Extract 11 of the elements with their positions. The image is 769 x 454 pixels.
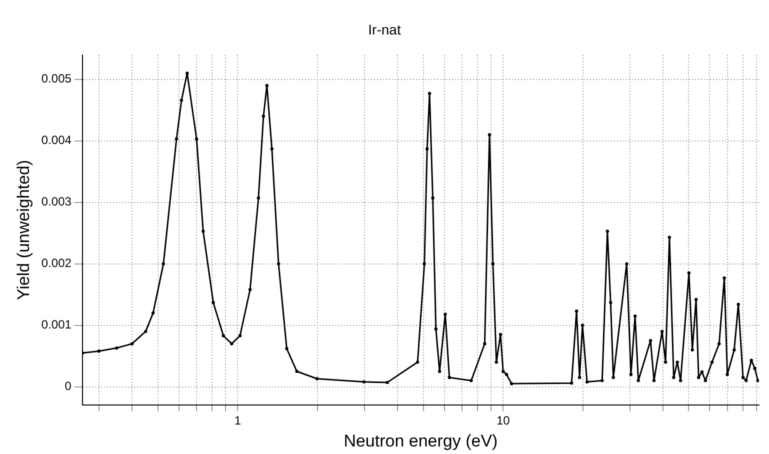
x-tick-label: 1 (234, 414, 242, 428)
y-tick-label: 0.001 (41, 318, 72, 332)
y-tick-label: 0 (64, 379, 72, 394)
x-axis-title: Neutron energy (eV) (344, 431, 498, 450)
y-tick-label: 0.002 (41, 256, 72, 270)
chart-title: Ir-nat (368, 21, 401, 38)
x-tick-label: 10 (496, 414, 510, 428)
y-tick-label: 0.004 (41, 133, 72, 148)
y-tick-label: 0.003 (41, 194, 72, 209)
y-axis-title: Yield (unweighted) (14, 160, 33, 300)
y-tick-label: 0.005 (41, 72, 72, 86)
